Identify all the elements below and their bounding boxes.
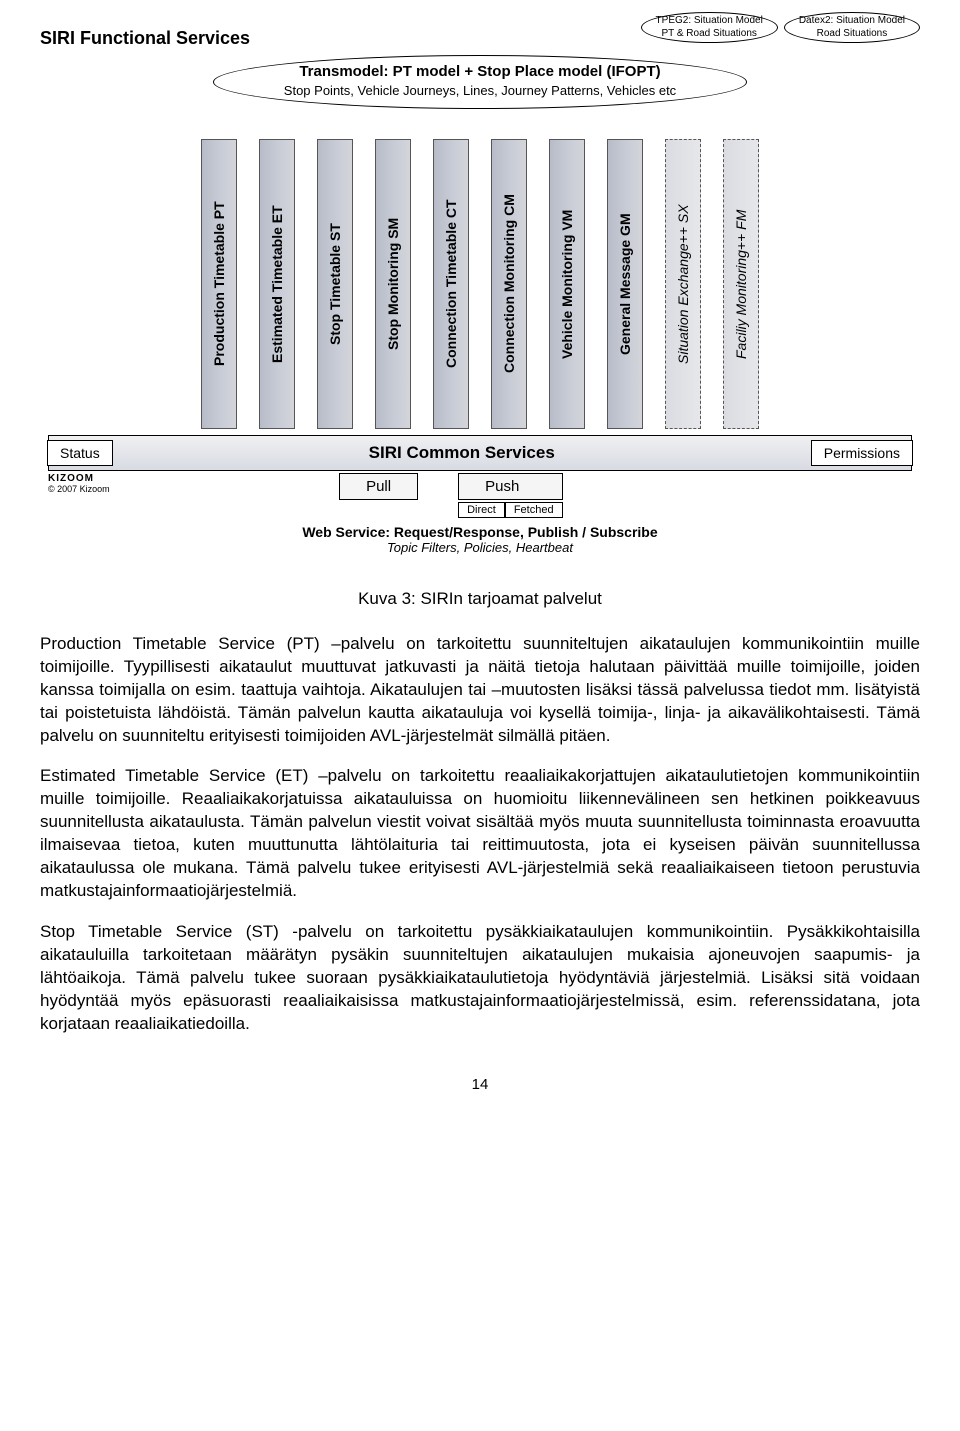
diagram-title: SIRI Functional Services (40, 12, 250, 49)
service-box: Stop Monitoring SM (375, 139, 411, 429)
diagram-top-row: SIRI Functional Services TPEG2: Situatio… (40, 12, 920, 49)
ellipse-line: TPEG2: Situation Model (656, 15, 763, 28)
fetched-box: Fetched (505, 502, 563, 518)
bottom-block: Status SIRI Common Services Permissions … (40, 435, 920, 555)
permissions-box: Permissions (811, 440, 913, 466)
service-box: Connection Timetable CT (433, 139, 469, 429)
webservice-title: Web Service: Request/Response, Publish /… (48, 524, 912, 540)
pull-group: Pull (339, 473, 418, 518)
service-column: Stop Monitoring SM (375, 119, 411, 429)
direct-fetched-row: Direct Fetched (458, 502, 562, 518)
service-box: Connection Monitoring CM (491, 139, 527, 429)
ellipse-line: Road Situations (799, 28, 905, 41)
ellipse-datex2: Datex2: Situation Model Road Situations (784, 12, 920, 43)
service-box: Stop Timetable ST (317, 139, 353, 429)
service-column: Stop Timetable ST (317, 119, 353, 429)
siri-common-band: Status SIRI Common Services Permissions (48, 435, 912, 471)
ellipse-line: Datex2: Situation Model (799, 15, 905, 28)
direct-box: Direct (458, 502, 505, 518)
status-box: Status (47, 440, 113, 466)
service-column: Estimated Timetable ET (259, 119, 295, 429)
ellipse-line: PT & Road Situations (656, 28, 763, 41)
transmodel-ellipse: Transmodel: PT model + Stop Place model … (213, 55, 747, 109)
service-column: Vehicle Monitoring VM (549, 119, 585, 429)
copyright-text: © 2007 Kizoom (48, 484, 110, 494)
service-box: Faciliy Monitoring++ FM (723, 139, 759, 429)
transmodel-ellipse-wrap: Transmodel: PT model + Stop Place model … (40, 55, 920, 109)
body-paragraph: Stop Timetable Service (ST) -palvelu on … (40, 921, 920, 1036)
siri-diagram: SIRI Functional Services TPEG2: Situatio… (40, 12, 920, 555)
webservice-block: Web Service: Request/Response, Publish /… (48, 524, 912, 555)
push-group: Push Direct Fetched (458, 473, 562, 518)
transmodel-title: Transmodel: PT model + Stop Place model … (284, 62, 676, 82)
push-box: Push (458, 473, 562, 500)
service-box: Vehicle Monitoring VM (549, 139, 585, 429)
kizoom-logo: KIZOOM (48, 473, 110, 484)
service-box: Situation Exchange++ SX (665, 139, 701, 429)
service-column: General Message GM (607, 119, 643, 429)
siri-common-label: SIRI Common Services (113, 443, 811, 463)
service-column: Connection Monitoring CM (491, 119, 527, 429)
pull-push-center: Pull Push Direct Fetched (339, 473, 563, 518)
service-column: Production Timetable PT (201, 119, 237, 429)
service-box: General Message GM (607, 139, 643, 429)
transmodel-subtitle: Stop Points, Vehicle Journeys, Lines, Jo… (284, 82, 676, 100)
service-box: Estimated Timetable ET (259, 139, 295, 429)
service-column: Faciliy Monitoring++ FM (723, 119, 759, 429)
pull-box: Pull (339, 473, 418, 500)
copyright-block: KIZOOM © 2007 Kizoom (48, 473, 110, 494)
ellipse-tpeg2: TPEG2: Situation Model PT & Road Situati… (641, 12, 778, 43)
body-paragraph: Estimated Timetable Service (ET) –palvel… (40, 765, 920, 903)
service-column: Situation Exchange++ SX (665, 119, 701, 429)
services-row: Production Timetable PT Estimated Timetab… (40, 119, 920, 429)
top-ellipses: TPEG2: Situation Model PT & Road Situati… (641, 12, 920, 43)
pull-push-row: KIZOOM © 2007 Kizoom Pull Push Direct Fe… (48, 473, 912, 518)
webservice-subtitle: Topic Filters, Policies, Heartbeat (48, 540, 912, 555)
service-box: Production Timetable PT (201, 139, 237, 429)
figure-caption: Kuva 3: SIRIn tarjoamat palvelut (40, 589, 920, 609)
body-paragraph: Production Timetable Service (PT) –palve… (40, 633, 920, 748)
service-column: Connection Timetable CT (433, 119, 469, 429)
page-number: 14 (40, 1076, 920, 1093)
